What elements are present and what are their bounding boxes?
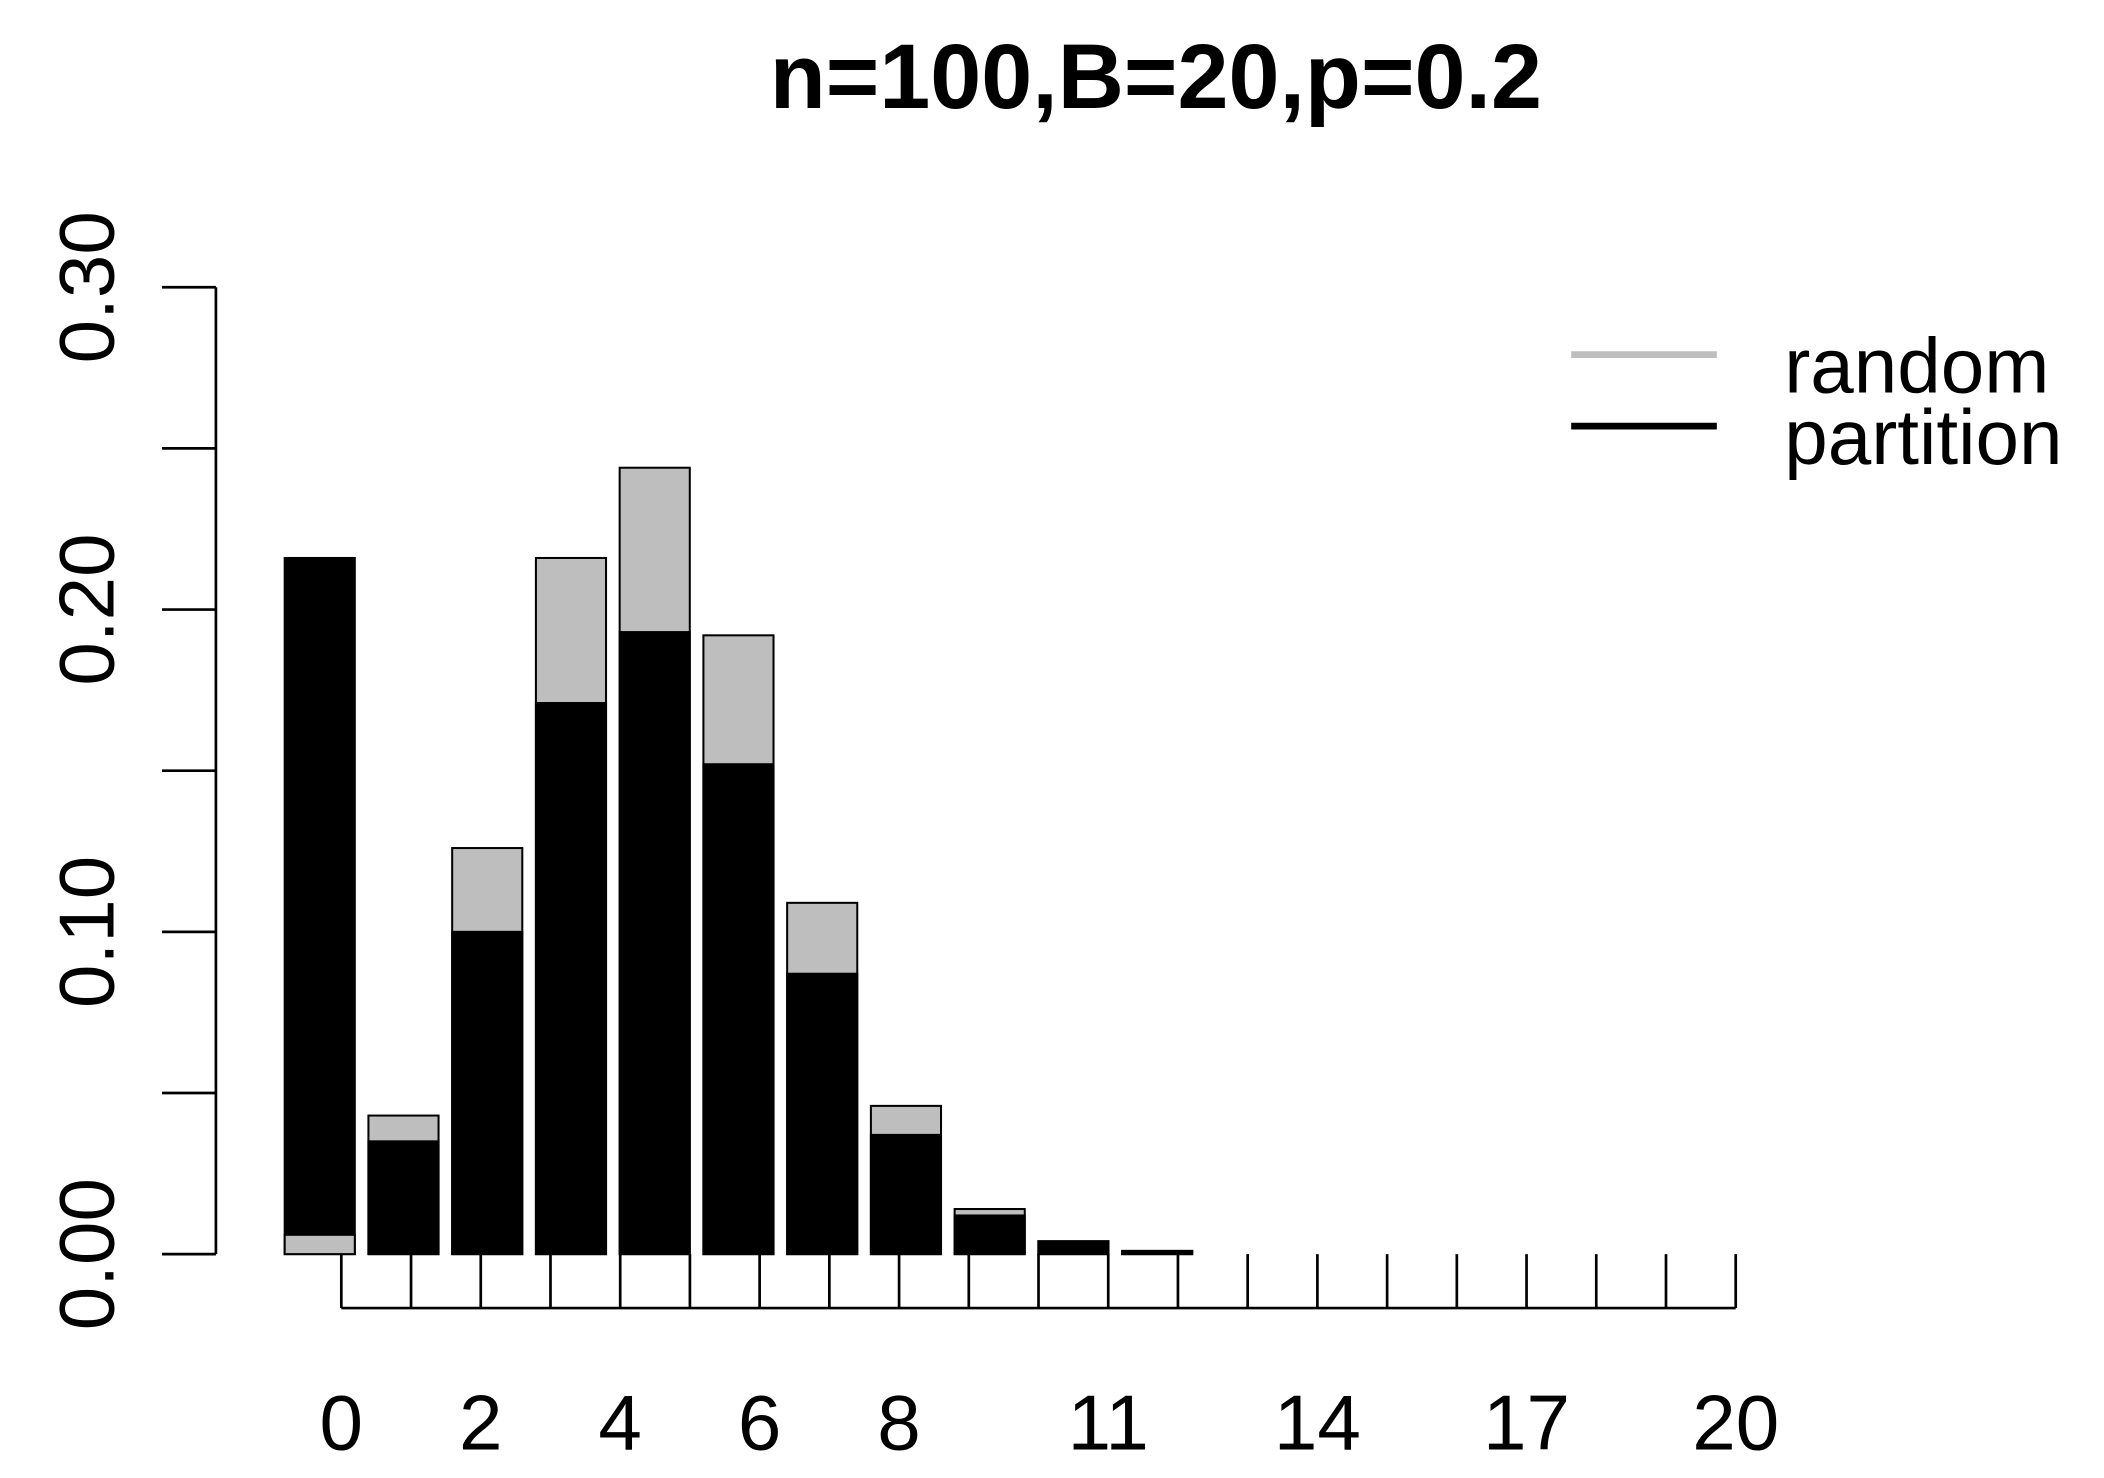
bar [283, 556, 356, 1256]
y-tick-label: 0.00 [42, 1178, 130, 1330]
bar [1037, 1240, 1110, 1256]
chart-title: n=100,B=20,p=0.2 [770, 26, 1542, 128]
y-tick-label: 0.10 [42, 856, 130, 1008]
x-tick-label: 6 [738, 1379, 781, 1467]
x-tick-label: 0 [320, 1379, 364, 1467]
bar [702, 763, 775, 1256]
y-tick-label: 0.20 [42, 533, 130, 685]
legend-label: random [1784, 321, 2049, 409]
x-tick-label: 17 [1483, 1379, 1570, 1467]
bar [1121, 1249, 1194, 1256]
legend-label: partition [1784, 393, 2062, 481]
x-tick-label: 2 [459, 1379, 503, 1467]
x-tick-label: 14 [1274, 1379, 1361, 1467]
bar [451, 930, 524, 1256]
x-tick-label: 4 [598, 1379, 642, 1467]
bar [869, 1133, 943, 1256]
x-tick-label: 11 [1068, 1379, 1149, 1467]
bar [786, 972, 859, 1256]
bar [534, 701, 608, 1256]
y-tick-label: 0.30 [42, 211, 130, 363]
x-tick-label: 20 [1692, 1379, 1779, 1467]
bar [283, 1233, 356, 1256]
bar [618, 631, 691, 1256]
bar [953, 1214, 1026, 1256]
x-tick-label: 8 [877, 1379, 921, 1467]
bar [367, 1140, 440, 1256]
